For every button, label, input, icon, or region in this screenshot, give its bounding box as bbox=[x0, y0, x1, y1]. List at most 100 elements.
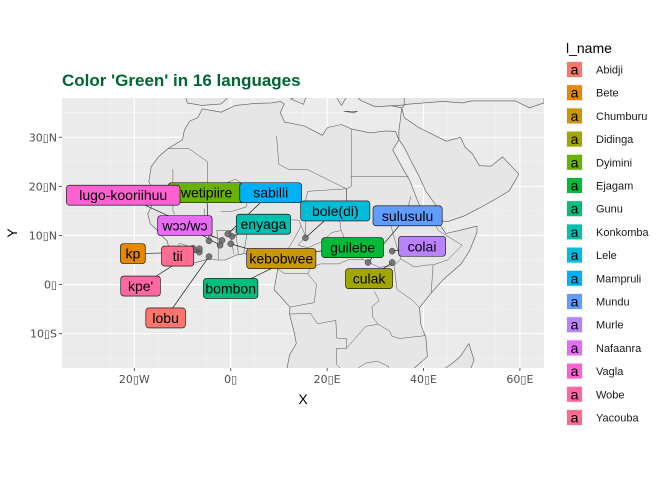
y-tick-label: 30▯N bbox=[29, 131, 57, 144]
land-polygon bbox=[185, 98, 405, 108]
label-box bbox=[120, 275, 161, 297]
language-point bbox=[388, 247, 396, 255]
label-text: kp bbox=[125, 246, 140, 262]
label-text: lobu bbox=[152, 310, 178, 326]
legend-key bbox=[567, 294, 582, 309]
label-box bbox=[321, 237, 384, 259]
y-axis-ticks: 30▯N 20▯N 10▯N 0▯ 10▯S bbox=[29, 131, 62, 341]
language-label: enyaga bbox=[235, 213, 291, 235]
x-tick-label: 20▯W bbox=[119, 373, 150, 386]
legend-key bbox=[567, 224, 582, 240]
language-label: sulusulu bbox=[372, 205, 443, 227]
legend-key bbox=[567, 108, 582, 124]
label-text: lugo-kooriihuu bbox=[79, 187, 167, 203]
y-tick-label: 20▯N bbox=[29, 180, 57, 193]
language-point bbox=[218, 237, 226, 244]
language-point bbox=[302, 234, 309, 242]
label-text: guilebe bbox=[330, 240, 375, 256]
legend-item: a Konkomba bbox=[566, 223, 649, 241]
legend-label: Vagla bbox=[596, 366, 624, 378]
legend-key-glyph: a bbox=[571, 108, 579, 124]
y-tick-label: 10▯S bbox=[30, 328, 57, 341]
legend-key-glyph: a bbox=[571, 178, 579, 194]
label-text: enyaga bbox=[241, 216, 287, 232]
label-box bbox=[161, 245, 195, 267]
legend-item: a Yacouba bbox=[566, 409, 639, 426]
legend-label: Murle bbox=[596, 320, 624, 332]
legend-item: a Didinga bbox=[566, 130, 634, 148]
legend-label: Gunu bbox=[596, 204, 623, 216]
legend-item: a Lele bbox=[566, 246, 617, 264]
country-border bbox=[350, 129, 409, 177]
country-border bbox=[276, 135, 289, 170]
y-tick-label: 0▯ bbox=[44, 279, 57, 292]
language-label: wɔɔ/wɔ bbox=[157, 215, 213, 236]
legend-key-glyph: a bbox=[571, 363, 579, 379]
land-polygon bbox=[382, 98, 544, 222]
land-polygon bbox=[343, 111, 358, 113]
country-border bbox=[289, 273, 317, 308]
legend-item: a Wobe bbox=[566, 385, 625, 403]
language-label: bombon bbox=[203, 278, 259, 299]
country-border bbox=[289, 313, 347, 368]
legend-label: Ejagam bbox=[596, 181, 633, 193]
label-box bbox=[300, 200, 371, 222]
label-text: sulusulu bbox=[382, 208, 433, 224]
language-label: culak bbox=[345, 268, 393, 289]
country-border bbox=[381, 394, 388, 412]
label-box bbox=[246, 248, 317, 269]
continent-outline bbox=[147, 101, 478, 368]
label-text: wetipiire bbox=[180, 185, 233, 201]
language-points bbox=[189, 230, 396, 266]
legend-item: a Vagla bbox=[566, 362, 624, 380]
legend-key bbox=[567, 247, 582, 263]
country-border bbox=[393, 265, 420, 308]
legend-item: a Nafaanra bbox=[566, 339, 642, 357]
y-axis-title: Y bbox=[4, 228, 20, 238]
language-label: lugo-kooriihuu bbox=[66, 184, 181, 206]
legend-key-glyph: a bbox=[571, 410, 579, 426]
x-tick-label: 0▯ bbox=[224, 373, 237, 386]
legend-key-glyph: a bbox=[571, 317, 579, 333]
legend-item: a Abidji bbox=[566, 61, 623, 78]
chart-title: Color 'Green' in 16 languages bbox=[62, 71, 301, 90]
label-text: colai bbox=[408, 238, 437, 254]
label-box bbox=[235, 213, 291, 235]
language-label: sabilli bbox=[239, 182, 302, 204]
x-tick-label: 60▯E bbox=[506, 373, 533, 386]
legend-label: Dyimini bbox=[596, 157, 632, 169]
y-tick-label: 10▯N bbox=[29, 229, 57, 242]
language-point bbox=[388, 259, 396, 266]
language-point bbox=[196, 245, 203, 252]
label-box bbox=[66, 184, 181, 206]
legend-item: a Dyimini bbox=[566, 153, 632, 171]
legend-key bbox=[567, 410, 582, 425]
legend-item: a Gunu bbox=[566, 200, 623, 218]
label-box bbox=[120, 243, 146, 264]
label-text: bombon bbox=[205, 280, 256, 296]
country-border bbox=[357, 360, 390, 368]
language-label: lobu bbox=[145, 307, 186, 329]
legend-label: Konkomba bbox=[596, 227, 649, 239]
x-axis-title: X bbox=[298, 391, 308, 407]
legend-key bbox=[567, 178, 582, 193]
label-text: culak bbox=[353, 271, 387, 287]
country-border bbox=[217, 237, 219, 261]
legend: l_name a Abidji a Bete a Chumburu a Didinga a Dyi… bbox=[566, 40, 649, 426]
language-point bbox=[205, 237, 213, 245]
legend-key bbox=[567, 154, 582, 170]
label-box bbox=[345, 268, 393, 289]
language-label: wetipiire bbox=[168, 182, 246, 204]
language-label: tii bbox=[161, 245, 195, 267]
legend-items: a Abidji a Bete a Chumburu a Didinga a Dyimini a Ej… bbox=[566, 61, 649, 426]
land-polygon bbox=[290, 98, 306, 105]
legend-key-glyph: a bbox=[571, 201, 579, 217]
legend-label: Mampruli bbox=[596, 273, 641, 285]
legend-key-glyph: a bbox=[571, 154, 579, 170]
country-border bbox=[361, 425, 373, 435]
legend-label: Chumburu bbox=[596, 111, 647, 123]
language-label: kebobwee bbox=[246, 248, 317, 269]
language-label: guilebe bbox=[321, 237, 384, 259]
legend-key-glyph: a bbox=[571, 62, 579, 78]
